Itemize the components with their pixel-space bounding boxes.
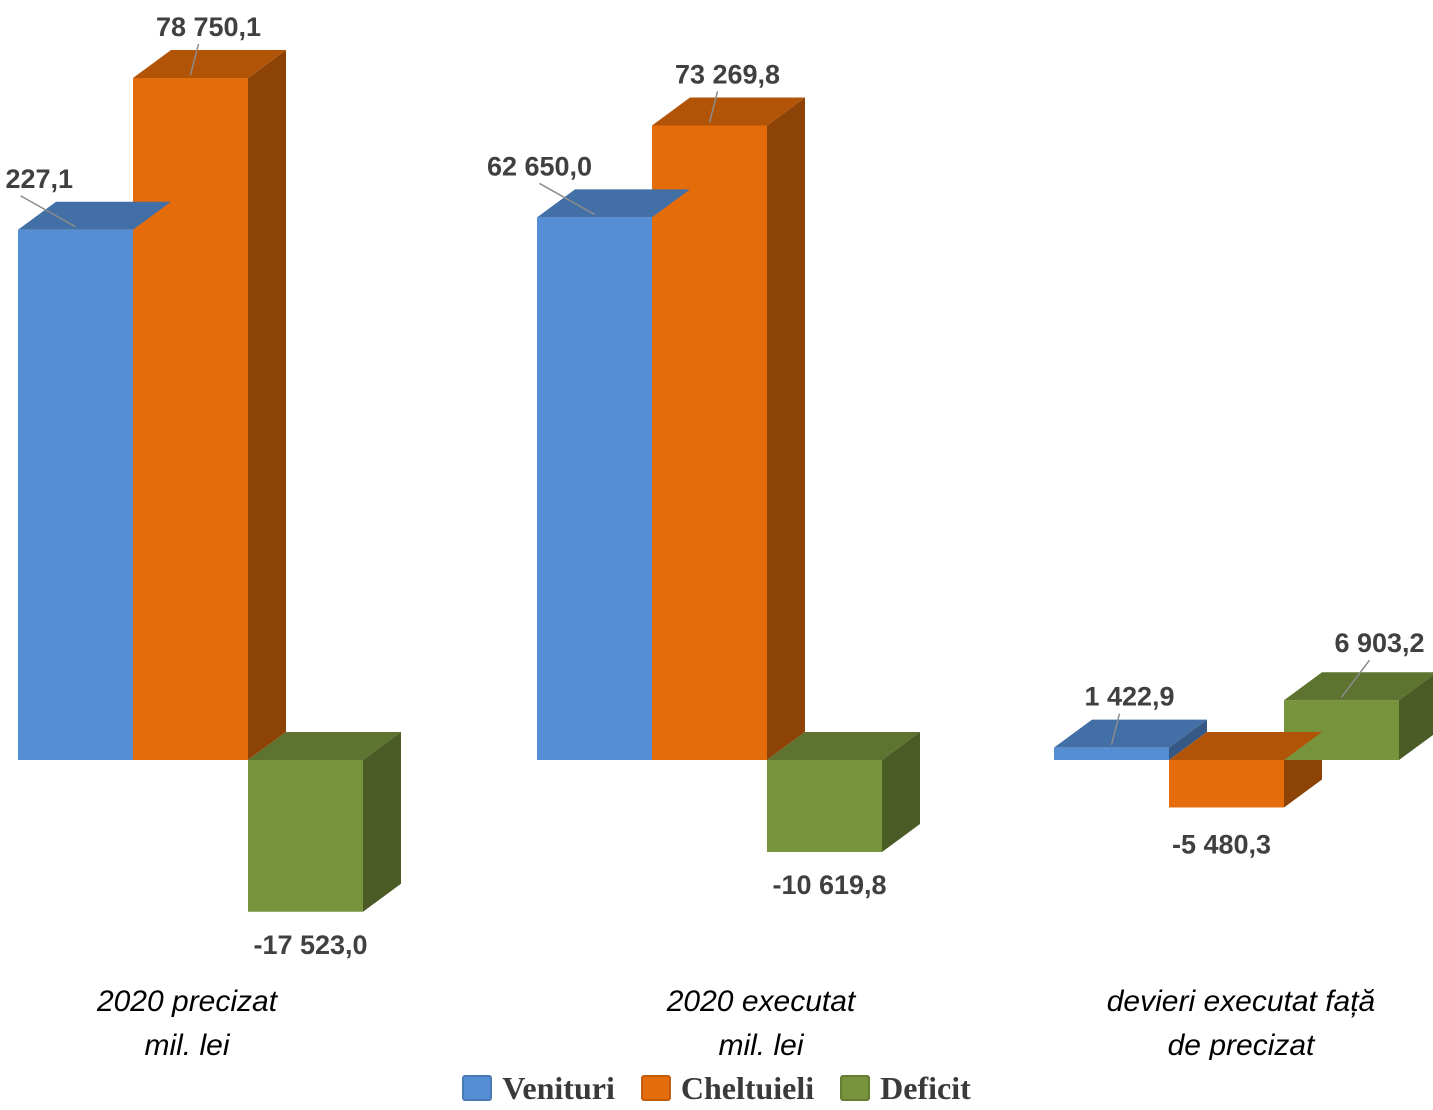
bar-side-cheltuieli-2 xyxy=(767,97,805,761)
bar-top-venituri-1 xyxy=(18,201,171,230)
data-label-deficit-2: -10 619,8 xyxy=(772,870,886,900)
data-label-venituri-3: 1 422,9 xyxy=(1084,682,1174,712)
bar-side-deficit-2 xyxy=(882,732,920,852)
data-label-deficit-1: -17 523,0 xyxy=(253,930,367,960)
bar-top-deficit-1 xyxy=(248,732,401,760)
bar-chart: 61 227,1 62 650,0 1 422,9 78 750,1 73 269,8 -… xyxy=(0,12,1433,1062)
bar-top-cheltuieli-2 xyxy=(652,97,805,126)
category-labels: 2020 precizat mil. lei 2020 executat mil. l… xyxy=(96,985,1376,1062)
legend-label-cheltuieli: Cheltuieli xyxy=(680,1069,815,1106)
data-label-cheltuieli-1: 78 750,1 xyxy=(156,12,261,42)
leader-line-cheltuieli-1 xyxy=(189,43,200,76)
legend-swatch-cheltuieli xyxy=(640,1075,671,1101)
data-label-cheltuieli-2: 73 269,8 xyxy=(675,59,780,89)
data-label-venituri-2: 62 650,0 xyxy=(487,151,592,181)
bar-side-venituri-3 xyxy=(1169,719,1207,760)
leader-line-cheltuieli-2 xyxy=(708,91,719,123)
data-label-venituri-1: 61 227,1 xyxy=(0,164,73,194)
legend-item-cheltuieli: Cheltuieli xyxy=(640,1069,815,1107)
leader-line-venituri-3 xyxy=(1110,713,1121,745)
bar-side-cheltuieli-1 xyxy=(248,50,286,760)
bar-side-deficit-1 xyxy=(363,732,401,912)
bar-side-deficit-3 xyxy=(1399,675,1433,760)
leader-line-deficit-3 xyxy=(1340,659,1371,698)
bar-deficit-3 xyxy=(1284,700,1399,760)
legend-label-deficit: Deficit xyxy=(880,1069,971,1106)
legend-label-venituri: Venituri xyxy=(502,1069,615,1106)
legend: Venituri Cheltuieli Deficit xyxy=(0,1066,1433,1110)
bar-cheltuieli-3 xyxy=(1169,760,1284,808)
bar-venituri-2 xyxy=(537,217,652,761)
category-label-2-line-2: mil. lei xyxy=(718,1029,804,1060)
legend-swatch-venituri xyxy=(462,1075,493,1101)
legend-swatch-deficit xyxy=(840,1075,871,1101)
data-label-cheltuieli-3: -5 480,3 xyxy=(1172,829,1271,859)
label-leaders xyxy=(20,43,1371,745)
bar-cheltuieli-1 xyxy=(133,78,248,760)
bar-cheltuieli-2 xyxy=(652,125,767,761)
bar-top-venituri-3 xyxy=(1054,719,1207,748)
category-label-2-line-1: 2020 executat xyxy=(666,985,857,1018)
data-label-deficit-3: 6 903,2 xyxy=(1334,628,1424,658)
category-label-1-line-1: 2020 precizat xyxy=(96,985,279,1018)
leader-line-venituri-2 xyxy=(539,182,595,216)
bar-top-venituri-2 xyxy=(537,189,690,218)
legend-item-venituri: Venituri xyxy=(462,1070,615,1107)
category-label-1-line-2: mil. lei xyxy=(144,1029,230,1060)
legend-item-deficit: Deficit xyxy=(840,1070,971,1107)
bar-top-cheltuieli-1 xyxy=(133,50,286,78)
bar-venituri-1 xyxy=(18,229,133,761)
bar-deficit-2 xyxy=(767,760,882,852)
bar-tops xyxy=(18,50,1433,760)
data-labels: 61 227,1 62 650,0 1 422,9 78 750,1 73 269,8 -… xyxy=(0,12,1425,960)
category-label-3-line-1: devieri executat față xyxy=(1107,985,1376,1018)
bar-fronts xyxy=(18,78,1399,912)
bar-venituri-3 xyxy=(1054,747,1169,760)
bar-deficit-1 xyxy=(248,760,363,912)
bar-top-cheltuieli-3 xyxy=(1169,732,1322,760)
leader-line-venituri-1 xyxy=(20,195,76,228)
bar-top-deficit-2 xyxy=(767,732,920,760)
category-label-3-line-2: de precizat xyxy=(1168,1029,1316,1060)
bar-top-deficit-3 xyxy=(1284,672,1433,701)
